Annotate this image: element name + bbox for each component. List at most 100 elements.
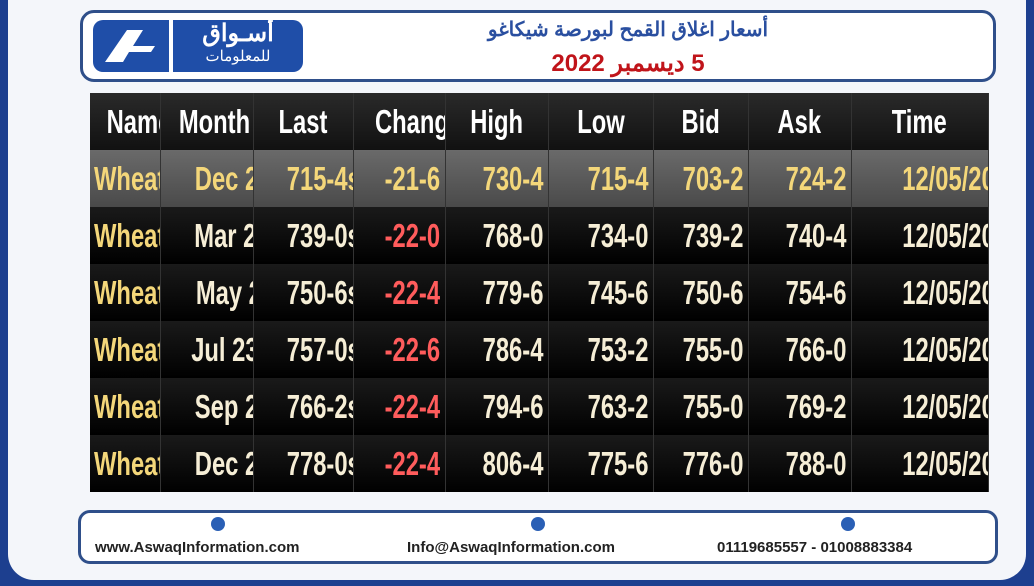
table-cell: 703-2 <box>653 150 749 207</box>
header-row: Name Month Last Change High Low Bid Ask Time <box>90 93 989 150</box>
table-cell: 766-2s <box>253 378 354 435</box>
column-header: Bid <box>653 93 749 150</box>
cell-text: 750-6 <box>682 273 744 311</box>
table-cell: 12/05/2022 <box>851 435 989 492</box>
logo: أسـواق للمعلومات <box>93 20 303 72</box>
table-cell: 12/05/2022 <box>851 321 989 378</box>
cell-text: Change <box>374 102 444 140</box>
table-cell: -22-4 <box>353 264 446 321</box>
cell-text: -21-6 <box>385 159 441 197</box>
cell-text: Wheat <box>94 387 160 425</box>
table-cell: 757-0s <box>253 321 354 378</box>
table-cell: Wheat <box>90 207 161 264</box>
cell-text: 739-0s <box>286 216 353 254</box>
cell-text: Low <box>576 102 625 140</box>
table-cell: -21-6 <box>353 150 446 207</box>
cell-text: 730-4 <box>482 159 544 197</box>
table-cell: 788-0 <box>748 435 852 492</box>
column-header: High <box>445 93 549 150</box>
cell-text: 12/05/2022 <box>901 330 987 368</box>
cell-text: Jul 23 <box>190 330 253 368</box>
table-cell: Wheat <box>90 378 161 435</box>
cell-text: 12/05/2022 <box>901 159 987 197</box>
cell-text: Mar 23 <box>193 216 252 254</box>
table-cell: Sep 23 <box>160 378 254 435</box>
cell-text: Dec 23 <box>194 444 252 482</box>
cell-text: Ask <box>777 102 822 140</box>
table-body: Wheat Dec 22 715-4s -21-6 730-4 715-4 703-2 724… <box>90 150 989 492</box>
column-header: Low <box>548 93 654 150</box>
table-cell: 794-6 <box>445 378 549 435</box>
cell-text: Time <box>891 102 948 140</box>
table-cell: May 23 <box>160 264 254 321</box>
table-cell: 776-0 <box>653 435 749 492</box>
cell-text: 703-2 <box>682 159 744 197</box>
table-cell: 750-6s <box>253 264 354 321</box>
mail-icon <box>531 517 545 531</box>
cell-text: 769-2 <box>785 387 847 425</box>
table-row: Wheat Sep 23 766-2s -22-4 794-6 763-2 755-0 769… <box>90 378 989 435</box>
table-cell: 755-0 <box>653 378 749 435</box>
cell-text: May 23 <box>195 273 252 311</box>
cell-text: 724-2 <box>785 159 847 197</box>
table-cell: Wheat <box>90 150 161 207</box>
table-cell: Wheat <box>90 264 161 321</box>
table-cell: 739-0s <box>253 207 354 264</box>
table-cell: -22-4 <box>353 435 446 492</box>
cell-text: Sep 23 <box>194 387 252 425</box>
cell-text: 715-4s <box>286 159 353 197</box>
cell-text: 768-0 <box>482 216 544 254</box>
cell-text: -22-4 <box>385 444 441 482</box>
cell-text: Month <box>178 102 250 140</box>
column-header: Time <box>851 93 989 150</box>
cell-text: 12/05/2022 <box>901 216 987 254</box>
table-cell: 740-4 <box>748 207 852 264</box>
cell-text: 739-2 <box>682 216 744 254</box>
cell-text: 776-0 <box>682 444 744 482</box>
table-cell: 730-4 <box>445 150 549 207</box>
table-cell: -22-6 <box>353 321 446 378</box>
cell-text: Wheat <box>94 330 160 368</box>
cell-text: Last <box>278 102 328 140</box>
column-header: Month <box>160 93 254 150</box>
date: 5 ديسمبر 2022 <box>551 50 705 77</box>
table-row: Wheat Dec 22 715-4s -21-6 730-4 715-4 703-2 724… <box>90 150 989 207</box>
cell-text: 757-0s <box>286 330 353 368</box>
title: أسعار اغلاق القمح لبورصة شيكاغو <box>487 19 769 41</box>
table-cell: 715-4s <box>253 150 354 207</box>
table-cell: 12/05/2022 <box>851 378 989 435</box>
table-cell: Dec 22 <box>160 150 254 207</box>
cell-text: High <box>470 102 523 140</box>
cell-text: Dec 22 <box>194 159 252 197</box>
table-cell: 753-2 <box>548 321 654 378</box>
table-cell: 768-0 <box>445 207 549 264</box>
cell-text: 794-6 <box>482 387 544 425</box>
table-cell: 750-6 <box>653 264 749 321</box>
cell-text: Name <box>106 102 159 140</box>
phone-icon <box>841 517 855 531</box>
cell-text: 745-6 <box>587 273 649 311</box>
logo-icon <box>93 20 169 72</box>
cell-text: 806-4 <box>482 444 544 482</box>
cell-text: 775-6 <box>587 444 649 482</box>
table-cell: Wheat <box>90 321 161 378</box>
table-cell: 755-0 <box>653 321 749 378</box>
footer: www.AswaqInformation.com Info@AswaqInfor… <box>78 510 998 564</box>
cell-text: 740-4 <box>785 216 847 254</box>
cell-text: 754-6 <box>785 273 847 311</box>
cell-text: 755-0 <box>682 330 744 368</box>
cell-text: 766-0 <box>785 330 847 368</box>
table-cell: 775-6 <box>548 435 654 492</box>
table-row: Wheat Dec 23 778-0s -22-4 806-4 775-6 776-0 788… <box>90 435 989 492</box>
cell-text: 786-4 <box>482 330 544 368</box>
phones: 01119685557 - 01008883384 <box>717 539 913 556</box>
table-cell: 806-4 <box>445 435 549 492</box>
table-cell: 12/05/2022 <box>851 150 989 207</box>
table-cell: 763-2 <box>548 378 654 435</box>
table-cell: Jul 23 <box>160 321 254 378</box>
cell-text: Wheat <box>94 159 160 197</box>
cell-text: 12/05/2022 <box>901 444 987 482</box>
table-cell: 12/05/2022 <box>851 207 989 264</box>
cell-text: 779-6 <box>482 273 544 311</box>
